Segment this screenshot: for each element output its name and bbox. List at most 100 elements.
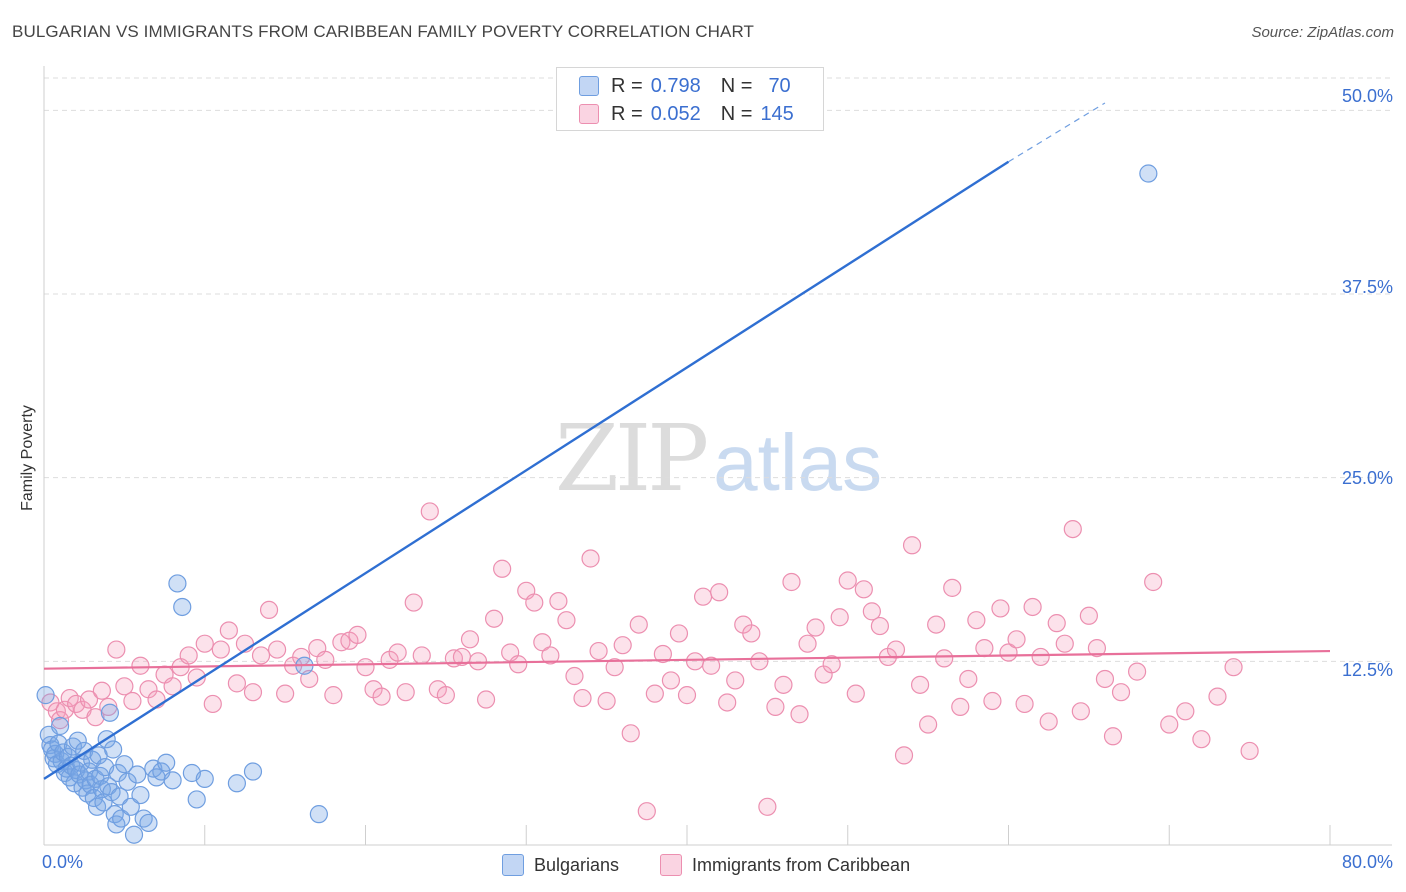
caribbean-point <box>115 677 134 696</box>
caribbean-point <box>533 633 552 652</box>
caribbean-point <box>557 611 576 630</box>
caribbean-point <box>766 697 785 716</box>
caribbean-point <box>259 600 279 620</box>
bulgarian-point <box>187 790 206 809</box>
caribbean-point <box>718 693 737 712</box>
caribbean-point <box>597 691 616 711</box>
caribbean-point <box>790 705 809 724</box>
caribbean-point <box>710 583 729 602</box>
bulgarian-point <box>157 753 176 772</box>
caribbean-point <box>605 658 624 677</box>
caribbean-point <box>975 639 994 658</box>
y-tick-label-37-5: 37.5% <box>1341 277 1393 297</box>
watermark-zip: ZIP <box>555 405 709 512</box>
caribbean-trend-line <box>43 649 1331 670</box>
caribbean-point <box>742 624 761 643</box>
bulgarian-trend-line <box>43 160 1010 780</box>
caribbean-point <box>549 591 568 611</box>
bulgarian-point <box>243 762 263 781</box>
bulgarian-point <box>309 805 328 824</box>
caribbean-point <box>589 641 608 661</box>
caribbean-point <box>581 549 600 568</box>
bulgarian-point <box>195 769 214 788</box>
r-label: R = <box>611 102 643 125</box>
caribbean-point <box>420 502 439 521</box>
r-value: 0.052 <box>650 102 701 125</box>
caribbean-point <box>565 666 584 686</box>
caribbean-point <box>348 625 367 644</box>
bulgarian-point <box>112 809 131 828</box>
caribbean-point <box>677 686 697 705</box>
y-tick-label-25: 25.0% <box>1341 468 1393 488</box>
caribbean-point <box>1192 730 1211 749</box>
caribbean-point <box>468 652 488 671</box>
caribbean-point <box>267 640 287 659</box>
bulgarian-point <box>104 740 123 759</box>
caribbean-point <box>645 684 664 703</box>
caribbean-point <box>324 686 343 705</box>
n-value: 145 <box>760 102 794 125</box>
bulgarian-point <box>49 734 68 753</box>
caribbean-point <box>1111 683 1131 702</box>
caribbean-point <box>902 536 922 555</box>
caribbean-point <box>910 675 930 694</box>
caribbean-point <box>1047 614 1066 633</box>
legend-swatch-pink <box>660 854 682 876</box>
caribbean-point <box>1039 712 1058 731</box>
bulgarian-point <box>107 815 126 834</box>
caribbean-point <box>798 634 817 653</box>
legend-swatch-blue <box>502 854 524 876</box>
caribbean-point <box>613 636 632 655</box>
caribbean-point <box>830 608 849 627</box>
caribbean-point <box>637 802 656 821</box>
caribbean-point <box>404 593 423 612</box>
caribbean-point <box>991 599 1010 618</box>
caribbean-point <box>951 697 970 716</box>
caribbean-point <box>702 656 721 675</box>
caribbean-point <box>1160 715 1179 734</box>
bulgarian-point <box>227 774 246 793</box>
caribbean-point <box>356 658 375 677</box>
caribbean-point <box>1240 741 1259 761</box>
caribbean-point <box>894 746 914 765</box>
caribbean-point <box>1087 639 1107 658</box>
caribbean-point <box>943 578 962 597</box>
caribbean-point <box>195 634 214 653</box>
caribbean-point <box>243 683 263 702</box>
legend-item-bulgarians: Bulgarians <box>502 851 619 879</box>
caribbean-point <box>919 715 938 734</box>
caribbean-point <box>251 646 271 665</box>
caribbean-point <box>685 652 705 671</box>
caribbean-point <box>372 687 391 706</box>
bulgarian-point <box>163 771 182 790</box>
caribbean-point <box>629 615 648 634</box>
caribbean-point <box>573 688 592 708</box>
bulgarian-point <box>68 731 87 750</box>
caribbean-point <box>436 686 455 705</box>
caribbean-point <box>822 655 841 674</box>
caribbean-point <box>870 616 890 636</box>
chart-title: BULGARIAN VS IMMIGRANTS FROM CARIBBEAN F… <box>12 22 755 41</box>
caribbean-point <box>219 621 238 640</box>
caribbean-point <box>179 646 198 665</box>
n-label: N = <box>720 102 753 125</box>
caribbean-point <box>1055 634 1074 653</box>
caribbean-point <box>187 668 206 687</box>
caribbean-point <box>1063 519 1082 539</box>
caribbean-point <box>1007 630 1026 649</box>
caribbean-point <box>1031 647 1050 667</box>
y-tick-label-12-5: 12.5% <box>1341 660 1393 680</box>
bulgarian-point <box>168 574 187 593</box>
caribbean-point <box>621 724 640 743</box>
caribbean-point <box>782 572 801 592</box>
caribbean-point <box>1071 702 1090 721</box>
caribbean-point <box>131 656 150 675</box>
legend-item-caribbean: Immigrants from Caribbean <box>660 851 910 879</box>
caribbean-point <box>1176 702 1195 721</box>
bulgarian-point <box>63 737 83 756</box>
caribbean-point <box>661 671 681 690</box>
caribbean-point <box>227 674 246 693</box>
caribbean-point <box>750 652 769 671</box>
caribbean-point <box>758 797 777 816</box>
